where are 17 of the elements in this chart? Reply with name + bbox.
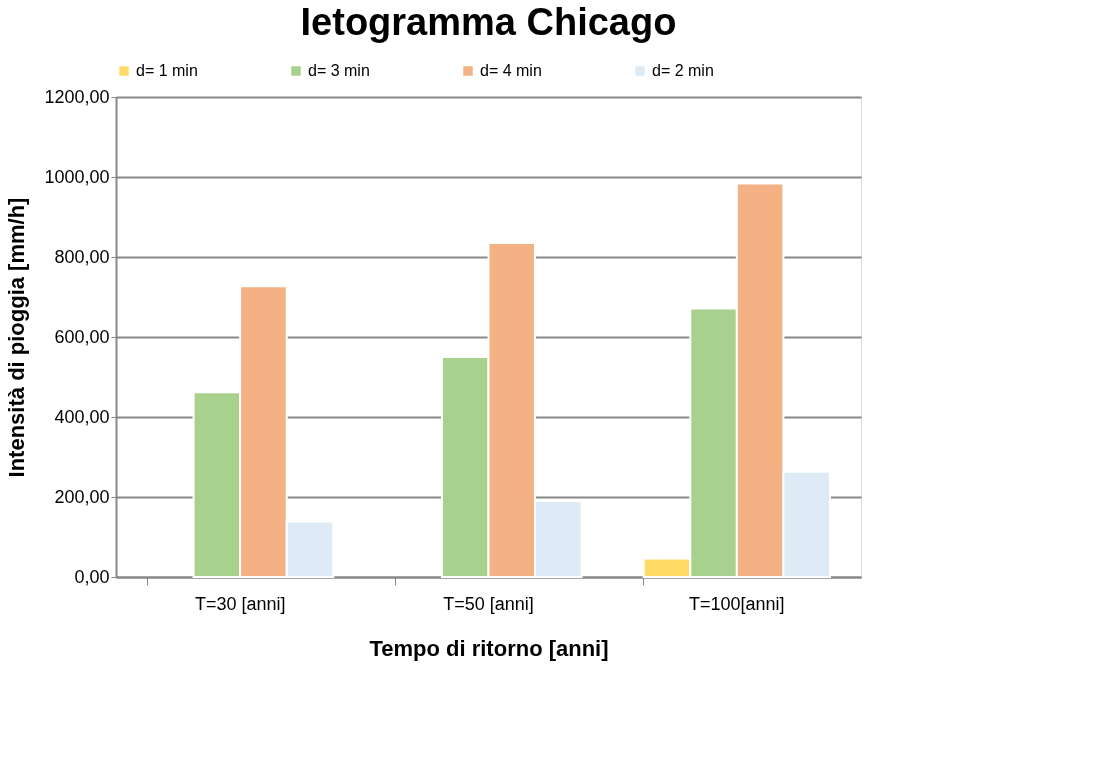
y-tick-label: 1000,00 (44, 166, 110, 187)
legend-label: d= 2 min (652, 62, 714, 79)
legend-label: d= 3 min (308, 62, 370, 79)
y-tick-label: 0,00 (74, 566, 110, 587)
legend-label: d= 4 min (480, 62, 542, 79)
x-tick-label: T=30 [anni] (194, 593, 286, 614)
y-tick-label: 1200,00 (44, 86, 110, 107)
x-axis-title: Tempo di ritorno [anni] (369, 635, 609, 661)
y-tick-label: 800,00 (54, 246, 110, 267)
legend-label: d= 1 min (136, 62, 198, 79)
chart-title: Ietogramma Chicago (300, 1, 677, 43)
x-tick-label: T=100[anni] (689, 593, 785, 614)
y-tick-label: 200,00 (54, 486, 110, 507)
y-axis-title: Intensità di pioggia [mm/h] (4, 197, 30, 478)
y-tick-label: 600,00 (54, 326, 110, 347)
x-tick-label: T=50 [anni] (443, 593, 534, 614)
y-tick-label: 400,00 (54, 406, 110, 427)
